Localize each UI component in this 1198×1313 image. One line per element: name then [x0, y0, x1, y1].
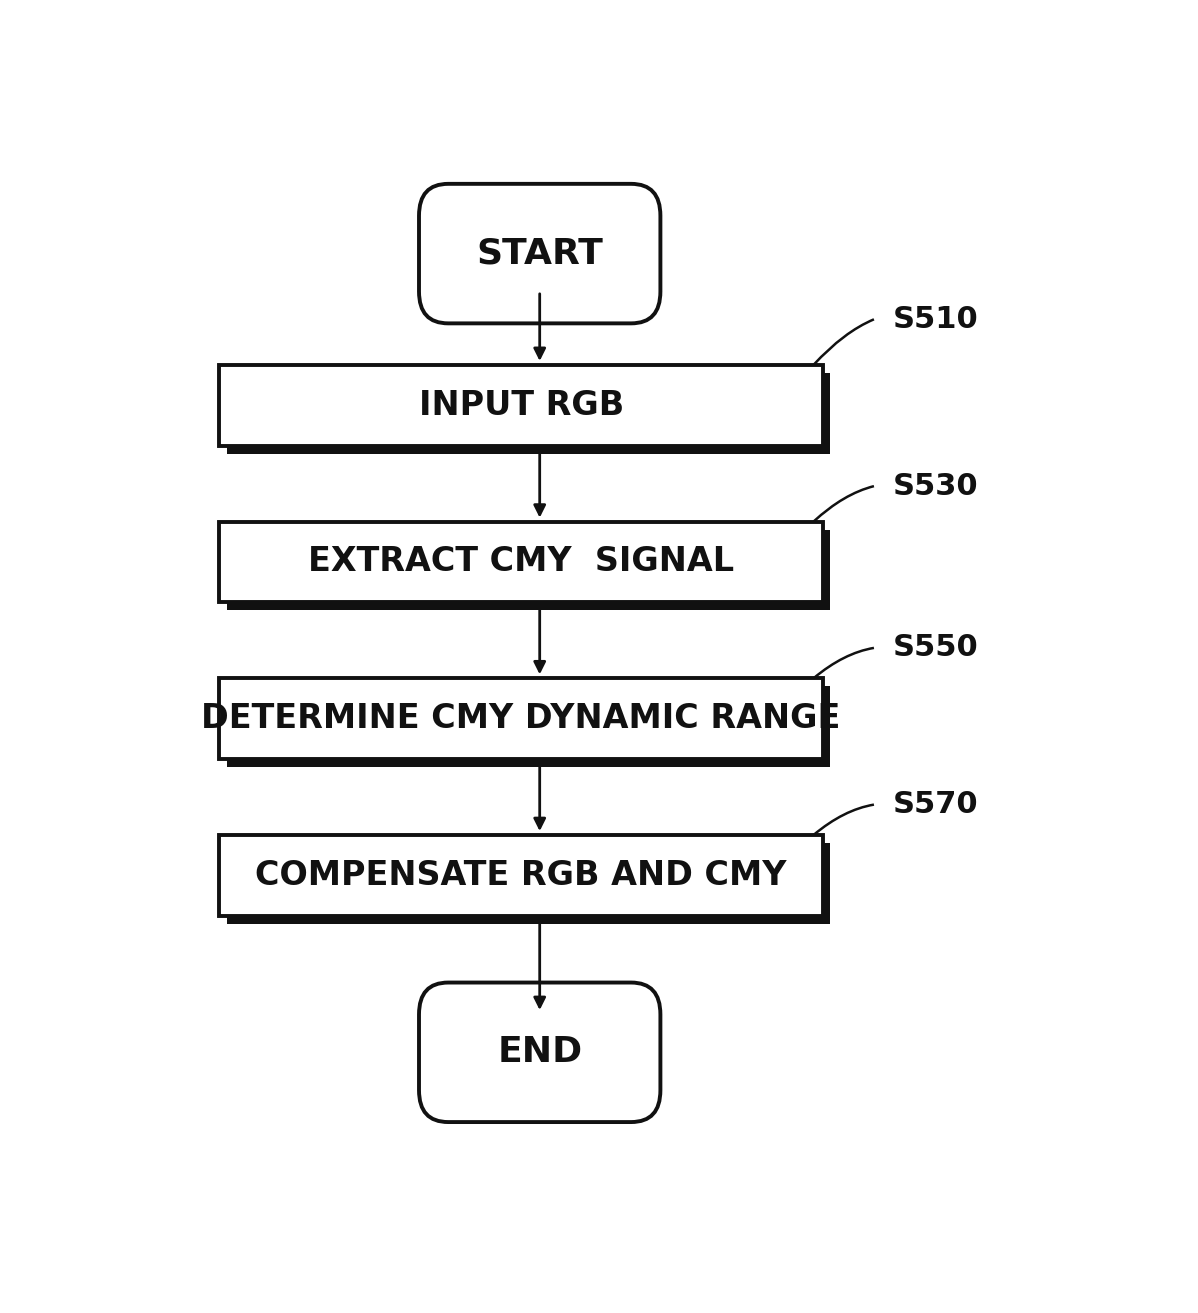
Bar [219, 679, 823, 759]
Text: COMPENSATE RGB AND CMY: COMPENSATE RGB AND CMY [255, 859, 787, 892]
Bar [219, 521, 823, 603]
Text: DETERMINE CMY DYNAMIC RANGE: DETERMINE CMY DYNAMIC RANGE [201, 702, 841, 735]
Text: S570: S570 [893, 790, 978, 819]
Text: END: END [497, 1036, 582, 1069]
FancyBboxPatch shape [419, 982, 660, 1123]
Text: S510: S510 [893, 305, 979, 334]
Text: EXTRACT CMY  SIGNAL: EXTRACT CMY SIGNAL [308, 545, 734, 579]
Text: S530: S530 [893, 471, 978, 500]
Text: START: START [477, 236, 603, 270]
FancyBboxPatch shape [419, 184, 660, 323]
Bar [226, 529, 830, 611]
Text: S550: S550 [893, 633, 979, 662]
Bar [226, 687, 830, 767]
Bar [219, 835, 823, 916]
Text: INPUT RGB: INPUT RGB [418, 389, 624, 421]
Bar [226, 373, 830, 454]
Bar [219, 365, 823, 445]
Bar [226, 843, 830, 924]
